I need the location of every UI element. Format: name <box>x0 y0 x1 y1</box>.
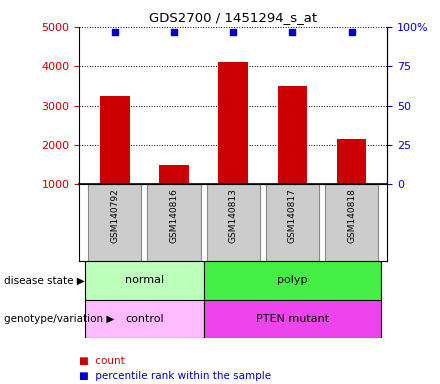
Text: GSM140813: GSM140813 <box>229 188 238 243</box>
Text: GSM140818: GSM140818 <box>347 188 356 243</box>
Text: disease state ▶: disease state ▶ <box>4 275 85 285</box>
Text: ■  count: ■ count <box>79 356 125 366</box>
Title: GDS2700 / 1451294_s_at: GDS2700 / 1451294_s_at <box>149 11 317 24</box>
Bar <box>85 300 204 338</box>
Point <box>170 28 177 35</box>
Bar <box>147 184 201 261</box>
Bar <box>159 165 189 184</box>
Bar <box>100 96 129 184</box>
Bar <box>85 261 204 300</box>
Text: polyp: polyp <box>277 275 308 285</box>
Text: ■  percentile rank within the sample: ■ percentile rank within the sample <box>79 371 271 381</box>
Bar <box>278 86 307 184</box>
Text: normal: normal <box>125 275 164 285</box>
Text: GSM140792: GSM140792 <box>110 188 119 243</box>
Text: GSM140817: GSM140817 <box>288 188 297 243</box>
Text: PTEN mutant: PTEN mutant <box>256 314 329 324</box>
Bar <box>266 184 319 261</box>
Bar <box>206 184 260 261</box>
Bar <box>218 62 248 184</box>
Bar <box>204 261 381 300</box>
Point <box>111 28 118 35</box>
Text: GSM140816: GSM140816 <box>169 188 179 243</box>
Text: control: control <box>125 314 164 324</box>
Bar <box>325 184 378 261</box>
Bar <box>337 139 367 184</box>
Point <box>230 28 237 35</box>
Bar <box>204 300 381 338</box>
Text: genotype/variation ▶: genotype/variation ▶ <box>4 314 115 324</box>
Point <box>289 28 296 35</box>
Point <box>348 28 355 35</box>
Bar <box>88 184 141 261</box>
